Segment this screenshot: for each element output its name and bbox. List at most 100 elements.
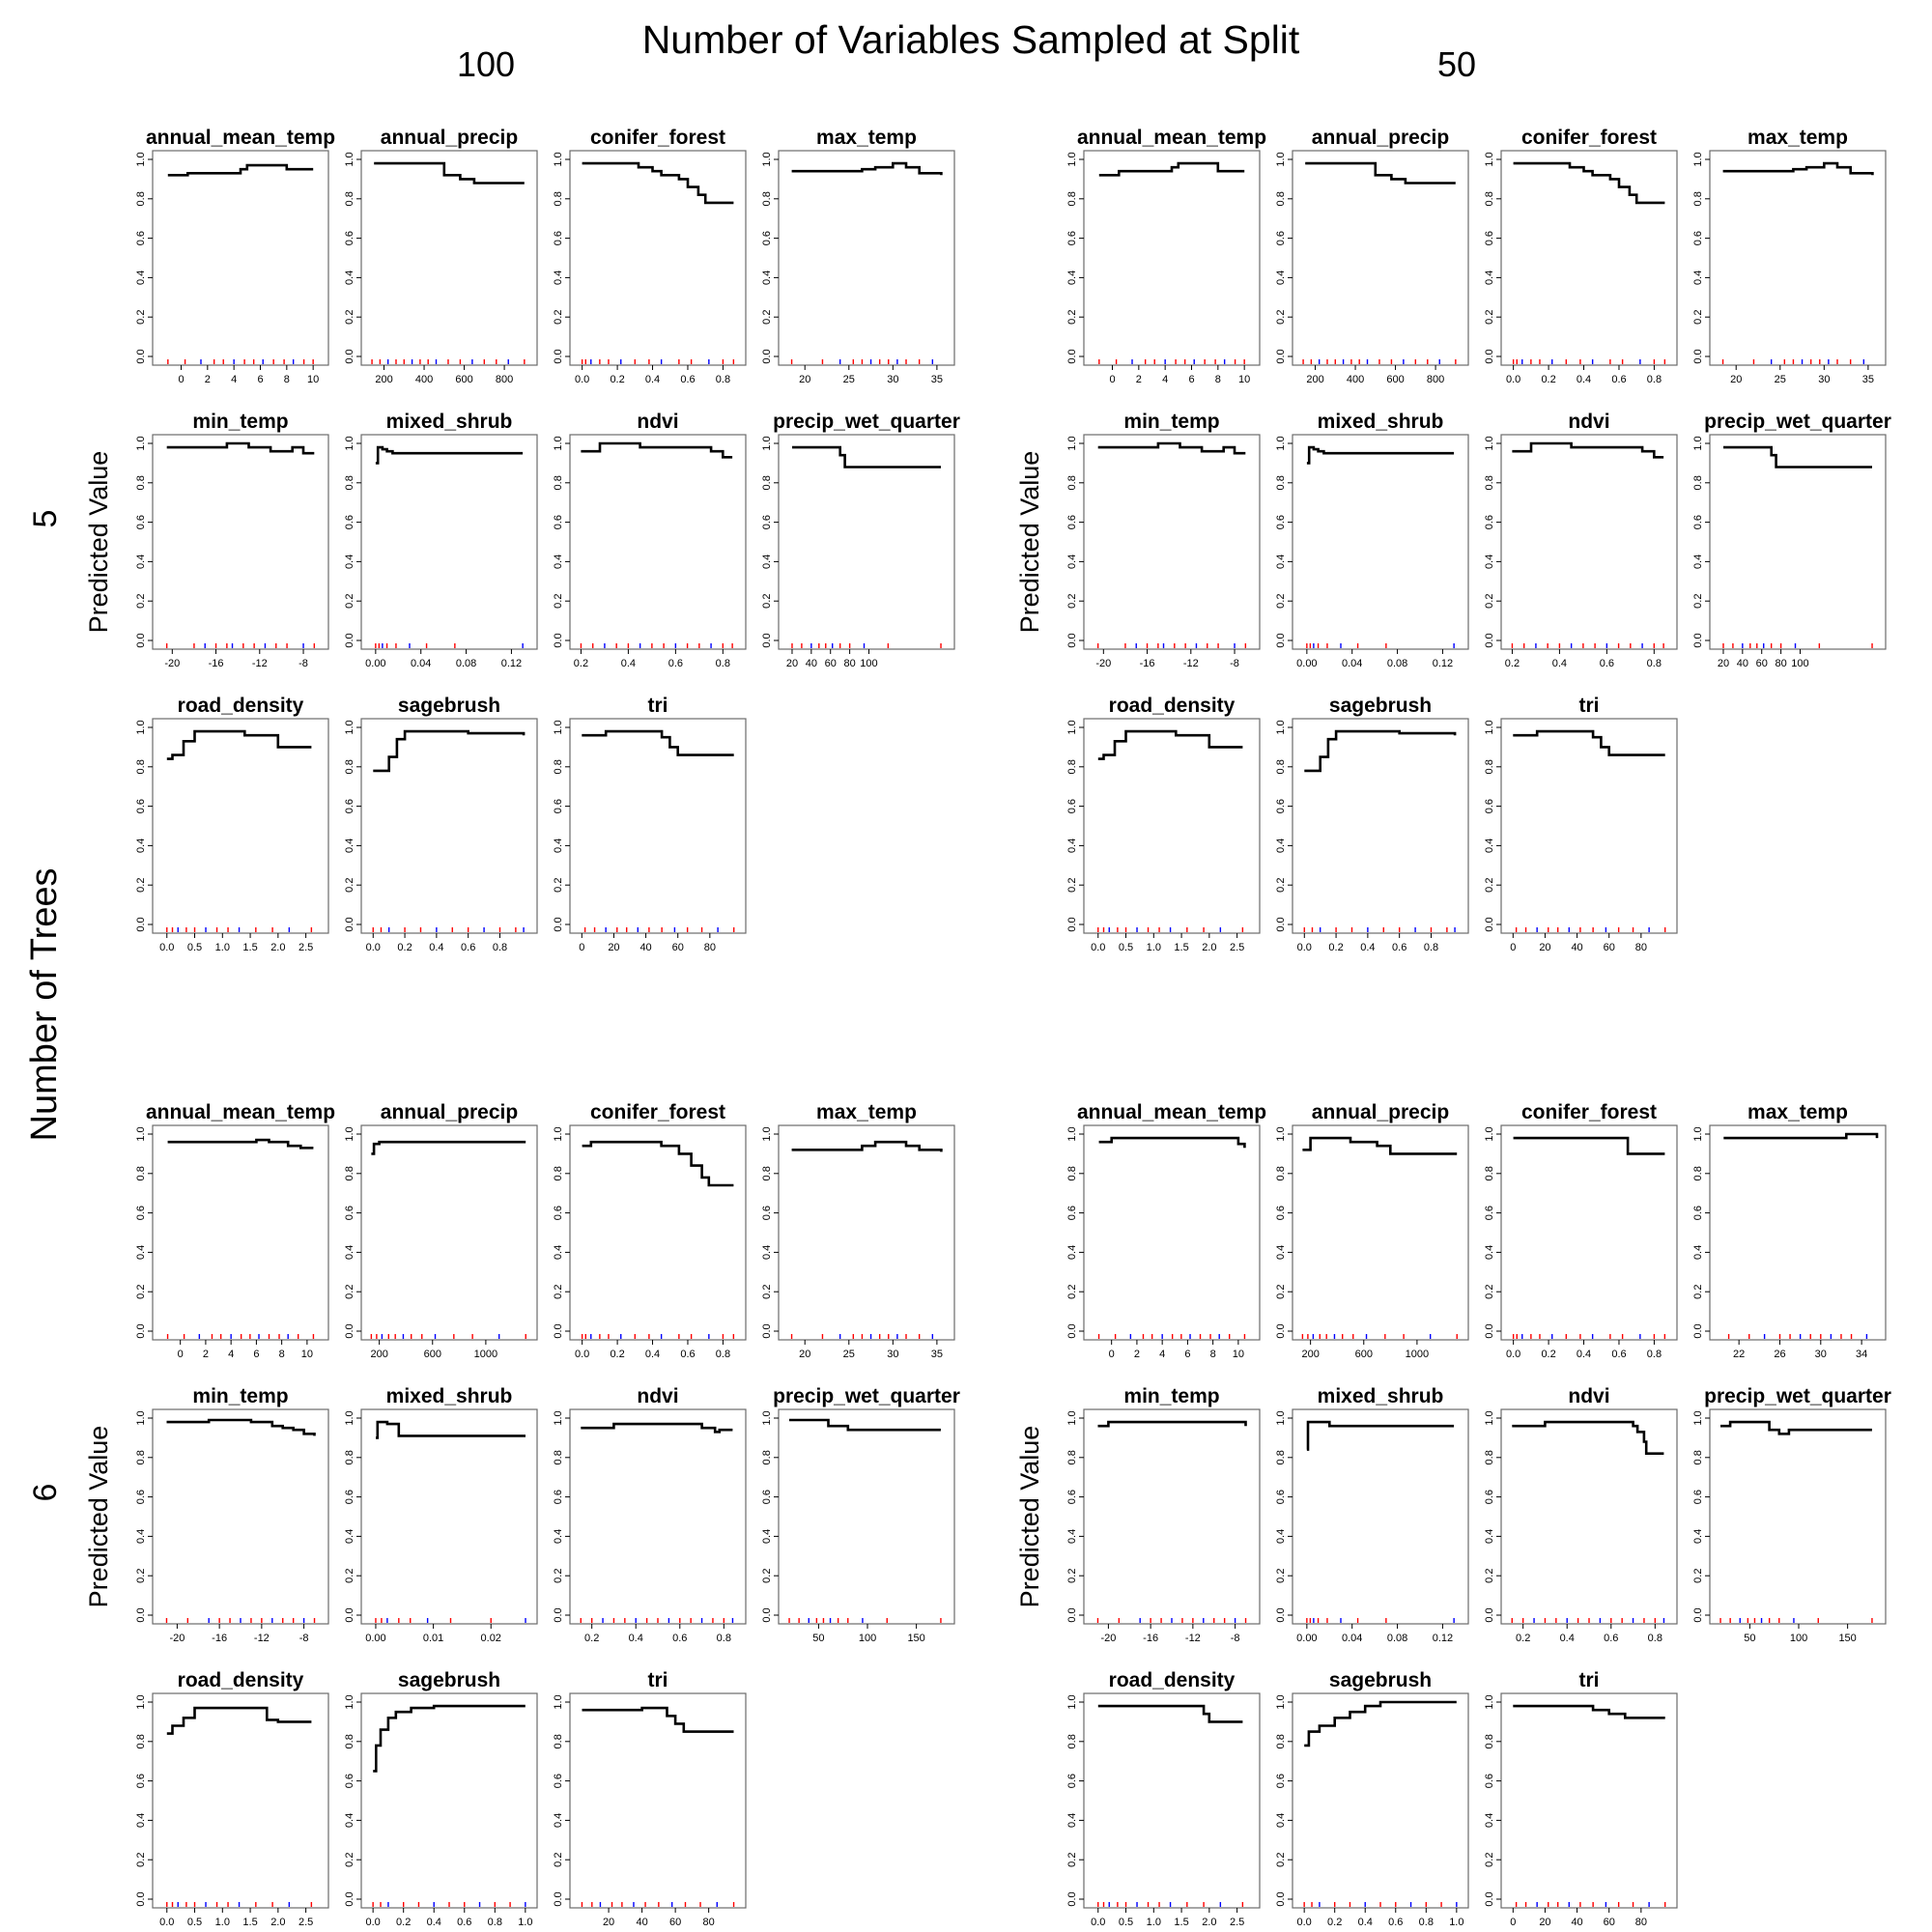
y-tick-label: 0.2 bbox=[135, 878, 147, 893]
y-tick-label: 0.6 bbox=[344, 799, 355, 813]
panel-road-density: road_density 0.0 0.2 0.4 0.6 0.8 1.0 0.0 0.5 1.0 1… bbox=[1066, 1669, 1261, 1928]
partial-dependence-line bbox=[791, 1140, 943, 1152]
partial-dependence-line bbox=[1097, 441, 1246, 455]
y-axis-label: Predicted Value bbox=[84, 451, 113, 634]
y-tick-label: 0.8 bbox=[135, 1734, 147, 1748]
x-tick-label: 0.8 bbox=[1647, 1349, 1662, 1360]
panel-tri: tri 0.0 0.2 0.4 0.6 0.8 1.0 20 40 60 80 bbox=[553, 1669, 747, 1928]
y-tick-label: 0.0 bbox=[1484, 1323, 1495, 1338]
x-tick-label: 0.08 bbox=[456, 658, 476, 669]
y-tick-label: 0.2 bbox=[761, 594, 773, 609]
y-tick-label: 0.8 bbox=[135, 759, 147, 774]
x-tick-label: 100 bbox=[860, 658, 877, 669]
x-tick-label: 6 bbox=[1184, 1349, 1190, 1360]
x-tick-label: 1.0 bbox=[215, 942, 230, 953]
panel-title: annual_precip bbox=[1312, 1101, 1449, 1123]
x-tick-label: 0.08 bbox=[1387, 1633, 1407, 1644]
x-tick-label: 8 bbox=[1215, 374, 1221, 385]
y-tick-label: 0.2 bbox=[1692, 594, 1704, 609]
panel-conifer-forest: conifer_forest 0.0 0.2 0.4 0.6 0.8 1.0 0.0 0.2 0.… bbox=[553, 127, 747, 385]
panel-title: sagebrush bbox=[398, 695, 500, 717]
partial-dependence-line bbox=[582, 729, 734, 756]
x-tick-label: 0.4 bbox=[1577, 1349, 1591, 1360]
plot-frame bbox=[1709, 1124, 1887, 1341]
panel-min-temp: min_temp 0.0 0.2 0.4 0.6 0.8 1.0 -20 -16 -12 -8 bbox=[135, 1385, 329, 1644]
y-tick-label: 0.2 bbox=[135, 1569, 147, 1583]
x-tick-label: 30 bbox=[1815, 1349, 1827, 1360]
plot-frame bbox=[1500, 150, 1678, 366]
y-tick-label: 0.6 bbox=[553, 1490, 564, 1504]
x-tick-label: 0.5 bbox=[187, 1917, 202, 1928]
panel-title: mixed_shrub bbox=[386, 1385, 513, 1407]
panel-title: conifer_forest bbox=[1521, 127, 1657, 149]
y-tick-label: 0.4 bbox=[1275, 554, 1287, 569]
y-tick-label: 0.8 bbox=[553, 1734, 564, 1748]
x-tick-label: 4 bbox=[228, 1349, 234, 1360]
y-tick-label: 0.8 bbox=[1484, 475, 1495, 490]
y-tick-label: 0.4 bbox=[344, 554, 355, 569]
panel-title: annual_mean_temp bbox=[1077, 1101, 1266, 1123]
y-tick-label: 0.6 bbox=[1692, 231, 1704, 245]
x-tick-label: 0.6 bbox=[680, 374, 695, 385]
y-tick-label: 0.2 bbox=[553, 1285, 564, 1299]
y-tick-label: 0.8 bbox=[1066, 1734, 1078, 1748]
y-tick-label: 0.8 bbox=[1692, 191, 1704, 206]
x-tick-label: 60 bbox=[669, 1917, 681, 1928]
plot-frame bbox=[1292, 1124, 1469, 1341]
y-tick-label: 0.6 bbox=[1484, 515, 1495, 529]
plot-frame bbox=[778, 1408, 955, 1625]
x-tick-label: 25 bbox=[843, 1349, 855, 1360]
partial-dependence-line bbox=[1097, 1420, 1247, 1428]
partial-dependence-line bbox=[581, 1422, 733, 1434]
x-tick-label: -12 bbox=[1183, 658, 1199, 669]
y-tick-label: 0.0 bbox=[1692, 633, 1704, 647]
y-tick-label: 0.0 bbox=[344, 1607, 355, 1622]
panel-ndvi: ndvi 0.0 0.2 0.4 0.6 0.8 1.0 0.2 0.4 0.6 0.8 bbox=[553, 1385, 747, 1644]
panel-annual-precip: annual_precip 0.0 0.2 0.4 0.6 0.8 1.0 200 600 100… bbox=[344, 1101, 538, 1360]
x-tick-label: 0.2 bbox=[1516, 1633, 1530, 1644]
y-tick-label: 0.0 bbox=[135, 917, 147, 931]
panel-sagebrush: sagebrush 0.0 0.2 0.4 0.6 0.8 1.0 0.0 0.2 0.4 0.6 0… bbox=[344, 695, 538, 953]
panel-title: precip_wet_quarter bbox=[773, 411, 960, 433]
partial-dependence-line bbox=[1306, 1420, 1455, 1451]
y-tick-label: 0.8 bbox=[344, 759, 355, 774]
x-tick-label: -16 bbox=[212, 1633, 227, 1644]
partial-dependence-line bbox=[1512, 441, 1664, 459]
x-tick-label: 0.4 bbox=[1552, 658, 1567, 669]
plot-frame bbox=[360, 1692, 538, 1909]
plot-frame bbox=[1709, 150, 1887, 366]
x-tick-label: 0.0 bbox=[1506, 1349, 1520, 1360]
panel-title: road_density bbox=[178, 1669, 304, 1691]
panel-title: precip_wet_quarter bbox=[1704, 411, 1891, 433]
panel-row: road_density 0.0 0.2 0.4 0.6 0.8 1.0 0.0 0.5 1.0 1… bbox=[1066, 695, 1678, 953]
partial-dependence-line bbox=[1513, 1704, 1665, 1719]
panel-title: annual_precip bbox=[1312, 127, 1449, 149]
panel-max-temp: max_temp 0.0 0.2 0.4 0.6 0.8 1.0 20 25 30 35 bbox=[761, 127, 955, 385]
x-tick-label: 0.0 bbox=[366, 1917, 381, 1928]
x-tick-label: 0 bbox=[1109, 374, 1115, 385]
x-tick-label: 0.8 bbox=[1648, 1633, 1662, 1644]
partial-dependence-line bbox=[1097, 1704, 1243, 1723]
row-label-6: 6 bbox=[27, 1484, 64, 1502]
y-tick-label: 0.6 bbox=[135, 799, 147, 813]
y-tick-label: 1.0 bbox=[344, 1410, 355, 1425]
panel-row: road_density 0.0 0.2 0.4 0.6 0.8 1.0 0.0 0.5 1.0 1… bbox=[1066, 1669, 1678, 1928]
y-tick-label: 1.0 bbox=[553, 152, 564, 166]
y-tick-label: 0.0 bbox=[1066, 1891, 1078, 1906]
y-tick-label: 0.8 bbox=[553, 475, 564, 490]
x-tick-label: 2 bbox=[205, 374, 211, 385]
panel-annual-mean-temp: annual_mean_temp 0.0 0.2 0.4 0.6 0.8 1.0 0 2 4 6 8 1… bbox=[135, 1101, 335, 1360]
x-tick-label: 8 bbox=[1210, 1349, 1216, 1360]
panel-title: mixed_shrub bbox=[1318, 411, 1444, 433]
y-tick-label: 0.2 bbox=[1275, 310, 1287, 325]
y-tick-label: 0.4 bbox=[761, 270, 773, 285]
panel-max-temp: max_temp 0.0 0.2 0.4 0.6 0.8 1.0 22 26 30 34 bbox=[1692, 1101, 1887, 1360]
y-tick-label: 0.0 bbox=[1275, 1891, 1287, 1906]
y-tick-label: 0.0 bbox=[344, 1891, 355, 1906]
x-tick-label: 0.8 bbox=[1647, 658, 1662, 669]
y-tick-label: 0.6 bbox=[553, 799, 564, 813]
x-tick-label: 2.0 bbox=[1202, 942, 1216, 953]
x-tick-label: 0.4 bbox=[429, 942, 443, 953]
y-tick-label: 0.2 bbox=[1275, 878, 1287, 893]
x-tick-label: -12 bbox=[254, 1633, 270, 1644]
